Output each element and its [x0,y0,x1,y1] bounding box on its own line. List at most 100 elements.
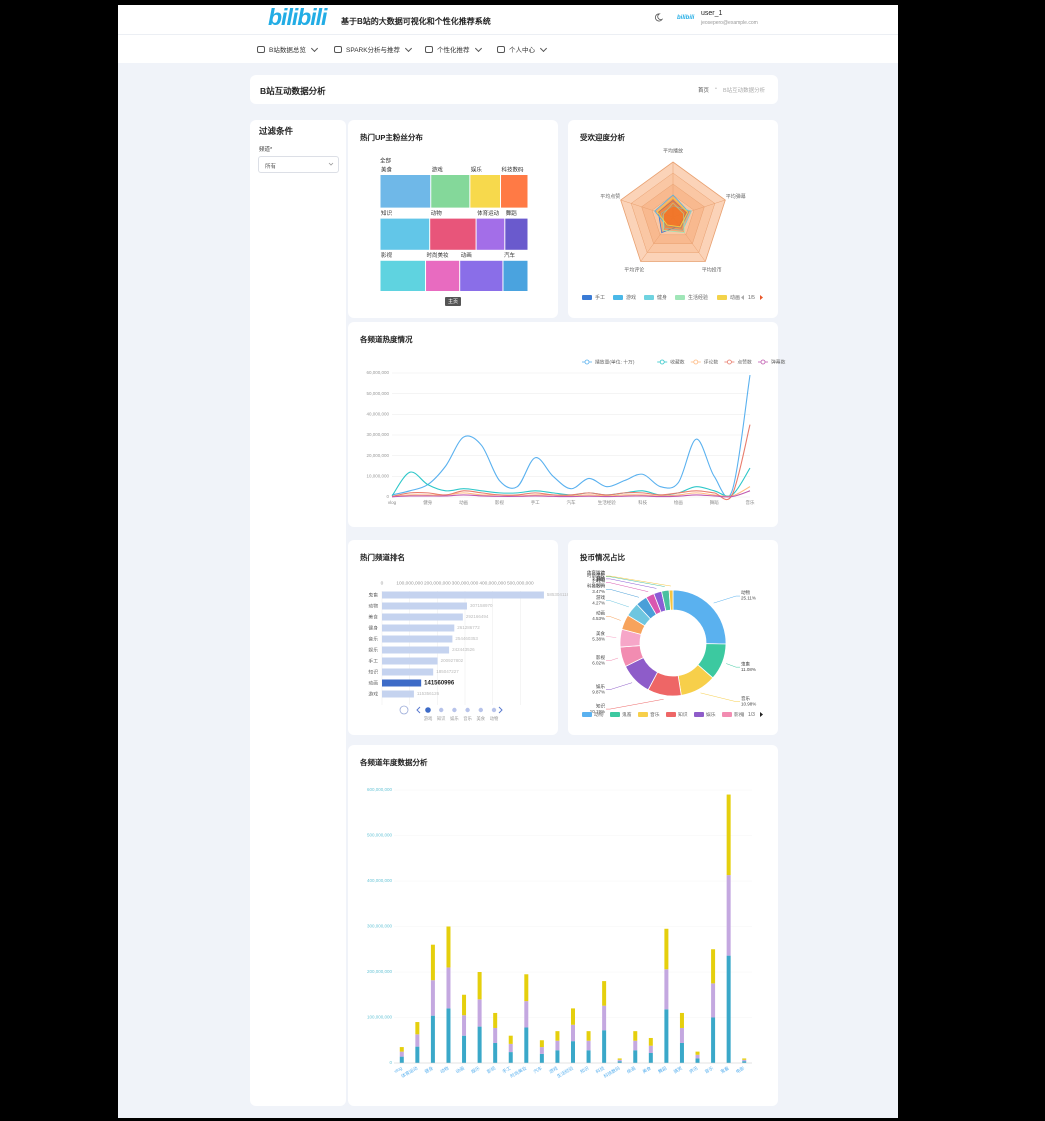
tile[interactable] [426,260,460,291]
bar-segment[interactable] [726,794,731,876]
bar-segment[interactable] [571,1024,575,1042]
legend-swatch[interactable] [582,295,592,300]
bar-segment[interactable] [633,1050,638,1063]
bar-segment[interactable] [679,1012,684,1028]
tile[interactable] [505,218,528,250]
bar-segment[interactable] [508,1052,513,1063]
bar[interactable] [382,624,455,632]
bar-segment[interactable] [462,1015,467,1036]
bar-segment[interactable] [617,1061,622,1063]
bar-segment[interactable] [508,1043,513,1053]
bar-segment[interactable] [493,1027,498,1043]
bar-segment[interactable] [711,949,716,984]
timeline-next[interactable] [498,706,503,714]
bar-segment[interactable] [430,1015,435,1063]
legend-marker[interactable] [693,359,699,365]
logo[interactable]: bilibili [268,4,327,30]
bar[interactable] [382,679,422,687]
legend-swatch[interactable] [613,295,623,300]
bar-segment[interactable] [430,980,435,1016]
nav-item[interactable]: SPARK分析与推荐 [334,44,413,54]
bar-segment[interactable] [711,1017,716,1064]
bar-segment[interactable] [462,994,467,1016]
bar[interactable] [382,635,453,643]
tile[interactable] [470,175,501,208]
bar-segment[interactable] [477,1026,482,1063]
tile[interactable] [501,175,528,208]
bar-segment[interactable] [648,1052,653,1063]
bar-segment[interactable] [539,1053,544,1063]
nav-item[interactable]: 个性化推荐 [425,44,482,54]
nav-item[interactable]: 个人中心 [497,44,548,54]
legend-swatch[interactable] [666,712,676,717]
timeline-dot[interactable] [439,707,444,713]
bar-segment[interactable] [742,1061,747,1063]
nav-label[interactable]: 个性化推荐 [437,47,470,54]
bar-segment[interactable] [695,1051,700,1055]
tile[interactable] [380,175,431,208]
bar-segment[interactable] [648,1045,653,1053]
timeline-prev[interactable] [416,706,421,714]
bar-segment[interactable] [664,928,669,970]
channel-select[interactable] [258,156,339,173]
bar-segment[interactable] [742,1058,747,1060]
bar-segment[interactable] [555,1040,560,1051]
tile[interactable] [380,218,430,250]
bar[interactable] [382,591,544,599]
legend-swatch[interactable] [717,295,727,300]
nav-item[interactable]: B站数据总览 [257,44,318,54]
pager-next[interactable] [760,712,763,717]
legend-marker[interactable] [659,359,665,365]
home-button[interactable] [445,297,461,306]
pager-prev[interactable] [741,712,744,717]
tile[interactable] [476,218,505,250]
bar-segment[interactable] [617,1059,622,1062]
bar-segment[interactable] [726,955,731,1063]
nav-label[interactable]: SPARK分析与推荐 [346,47,401,54]
bar-segment[interactable] [602,1005,607,1031]
bar[interactable] [382,613,463,621]
legend-swatch[interactable] [638,712,648,717]
bar-segment[interactable] [415,1034,420,1047]
timeline-dot[interactable] [425,707,431,713]
bar[interactable] [382,602,467,610]
bar-segment[interactable] [415,1022,420,1035]
legend-marker[interactable] [760,359,766,365]
bar-segment[interactable] [571,1008,575,1025]
tile[interactable] [460,260,503,291]
bar-segment[interactable] [602,981,607,1006]
legend-swatch[interactable] [675,295,685,300]
legend-marker[interactable] [727,359,732,365]
bar-segment[interactable] [446,926,451,968]
bar-segment[interactable] [679,1042,684,1063]
theme-toggle[interactable] [654,13,663,22]
tile[interactable] [431,175,470,208]
bar-segment[interactable] [679,1027,684,1043]
bar-segment[interactable] [648,1037,653,1046]
tile[interactable] [503,260,528,291]
bar-segment[interactable] [462,1035,467,1063]
bar-segment[interactable] [508,1035,513,1044]
bar[interactable] [382,657,438,665]
timeline-dot[interactable] [478,707,483,713]
legend-swatch[interactable] [722,712,732,717]
bar-segment[interactable] [711,983,716,1018]
tile[interactable] [430,218,476,250]
bar-segment[interactable] [633,1031,638,1041]
nav-label[interactable]: 个人中心 [509,47,535,54]
user-name[interactable]: user_1 [701,10,723,17]
bar-segment[interactable] [586,1040,591,1051]
bar-segment[interactable] [446,967,451,1009]
bar[interactable] [382,690,414,698]
legend-swatch[interactable] [582,712,592,717]
bar-segment[interactable] [555,1031,560,1041]
pager-next[interactable] [760,295,763,300]
bar-segment[interactable] [664,969,669,1010]
bar-segment[interactable] [524,1027,529,1063]
slice[interactable] [668,589,674,611]
tile[interactable] [380,260,426,291]
bar-segment[interactable] [493,1042,498,1063]
bar-segment[interactable] [695,1054,700,1059]
pager-prev[interactable] [741,295,744,300]
bar-segment[interactable] [695,1058,700,1063]
